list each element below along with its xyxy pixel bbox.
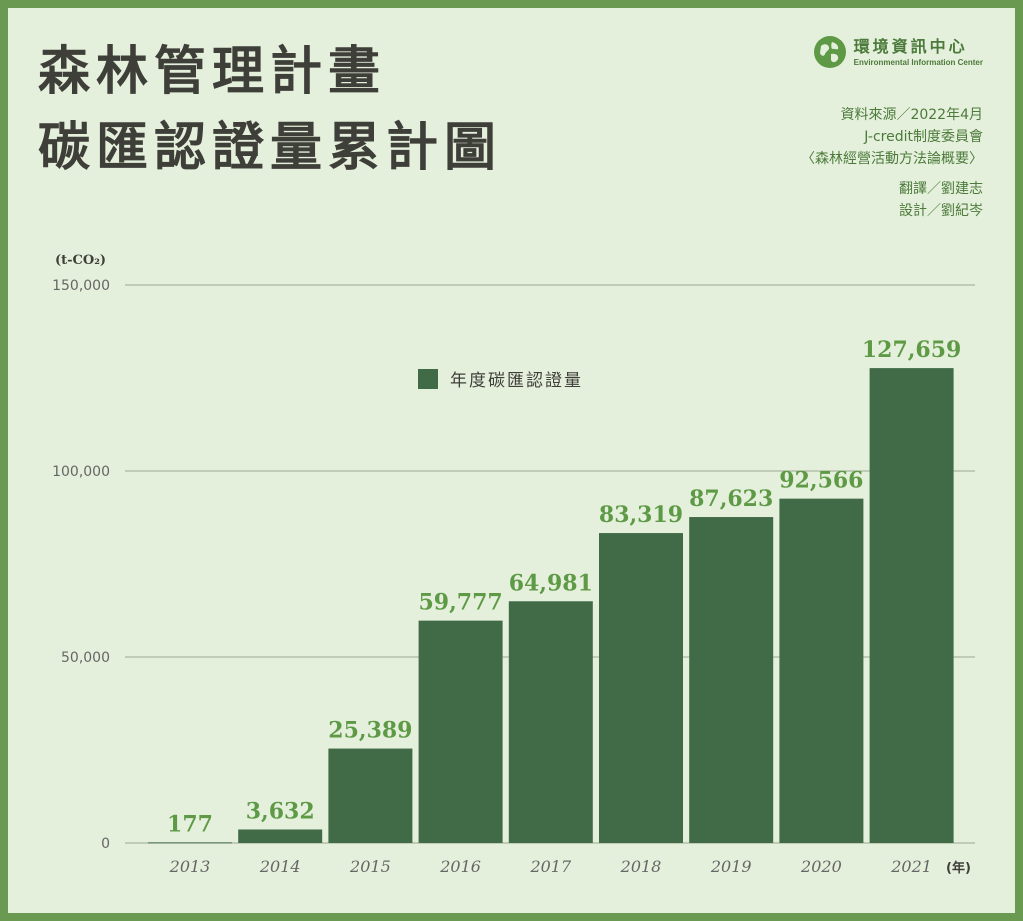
- bar-2017: [508, 601, 593, 843]
- y-tick-label: 50,000: [61, 650, 110, 666]
- bar-2015: [328, 748, 413, 843]
- translator-line: 翻譯／劉建志: [899, 181, 983, 197]
- legend-swatch: [418, 369, 438, 389]
- value-label-2014: 3,632: [246, 798, 315, 824]
- credits-block: 資料來源／2022年4月 J-credit制度委員會 〈森林經營活動方法論概要〉…: [801, 104, 983, 222]
- x-tick-label-2016: 2016: [439, 857, 481, 876]
- value-label-2016: 59,777: [418, 590, 502, 616]
- value-label-2013: 177: [167, 811, 213, 837]
- globe-logo-icon: [813, 36, 846, 68]
- bar-2019: [689, 517, 774, 843]
- bar-2021: [869, 368, 954, 843]
- title-line-2: 碳匯認證量累計圖: [38, 117, 503, 178]
- bar-2016: [418, 620, 503, 843]
- value-label-2021: 127,659: [862, 337, 962, 363]
- x-tick-label-2020: 2020: [800, 857, 842, 876]
- bar-2013: [148, 842, 232, 844]
- value-label-2020: 92,566: [779, 468, 863, 494]
- designer-line: 設計／劉紀岑: [899, 203, 983, 219]
- brand-name-zh: 環境資訊中心: [853, 36, 968, 56]
- title-line-1: 森林管理計畫: [38, 41, 387, 102]
- x-tick-label-2013: 2013: [169, 857, 211, 876]
- value-label-2017: 64,981: [509, 570, 593, 596]
- source-line: 資料來源／2022年4月: [840, 107, 983, 123]
- y-axis-unit-label: (t-CO₂): [55, 253, 106, 268]
- value-label-2018: 83,319: [599, 502, 683, 528]
- value-label-2015: 25,389: [328, 718, 412, 744]
- x-axis-unit-label: (年): [946, 860, 971, 876]
- x-tick-label-2021: 2021: [890, 857, 932, 876]
- x-tick-label-2019: 2019: [710, 857, 752, 876]
- x-tick-label-2014: 2014: [259, 857, 301, 876]
- source-org-line: J-credit制度委員會: [864, 129, 983, 145]
- y-tick-label: 150,000: [52, 278, 110, 294]
- brand-name-en: Environmental Information Center: [853, 57, 983, 67]
- x-tick-label-2017: 2017: [529, 857, 572, 876]
- bar-2020: [779, 498, 864, 843]
- bar-2014: [238, 829, 323, 843]
- x-tick-label-2018: 2018: [620, 857, 662, 876]
- x-tick-label-2015: 2015: [349, 857, 391, 876]
- value-label-2019: 87,623: [689, 486, 773, 512]
- brand-logo-block: 環境資訊中心 Environmental Information Center: [812, 34, 983, 70]
- y-tick-label: 0: [101, 836, 110, 852]
- bar-2018: [599, 533, 683, 843]
- source-doc-line: 〈森林經營活動方法論概要〉: [801, 151, 983, 167]
- page-title: 森林管理計畫 碳匯認證量累計圖: [38, 34, 502, 186]
- y-tick-label: 100,000: [52, 464, 110, 480]
- legend-label: 年度碳匯認證量: [450, 371, 583, 391]
